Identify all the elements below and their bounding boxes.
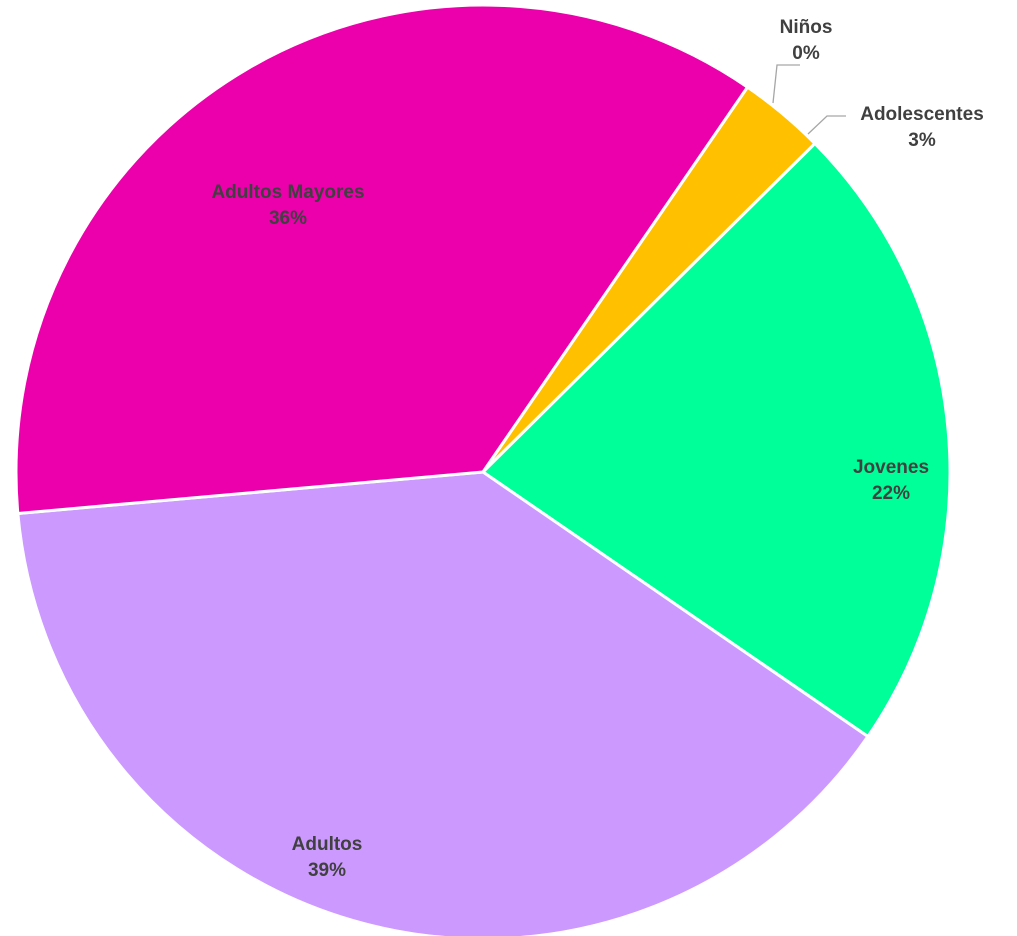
slice-label-adultos: Adultos 39% — [292, 834, 363, 881]
slice-name-adolescentes: Adolescentes — [860, 104, 984, 125]
pie-slices — [14, 3, 952, 936]
slice-label-adultos-mayores: Adultos Mayores 36% — [211, 182, 364, 229]
slice-name-adultos-mayores: Adultos Mayores — [211, 182, 364, 203]
slice-labels: Niños 0% Adolescentes 3% Jovenes 22% Adultos 39… — [211, 17, 983, 881]
slice-percent-jovenes: 22% — [872, 483, 910, 504]
slice-name-ninos: Niños — [780, 17, 833, 38]
slice-jovenes — [480, 141, 952, 739]
leader-lines — [772, 64, 846, 135]
slice-percent-adolescentes: 3% — [908, 130, 936, 151]
leader-line-adolescentes — [807, 115, 846, 135]
slice-percent-adultos-mayores: 36% — [269, 208, 307, 229]
slice-adultos — [16, 470, 870, 936]
slice-label-jovenes: Jovenes 22% — [853, 457, 929, 504]
slice-label-ninos: Niños 0% — [780, 17, 833, 64]
leader-line-ninos — [772, 64, 800, 104]
slice-percent-adultos: 39% — [308, 860, 346, 881]
slice-name-jovenes: Jovenes — [853, 457, 929, 478]
slice-adultos-mayores — [14, 3, 750, 516]
slice-label-adolescentes: Adolescentes 3% — [860, 104, 984, 151]
slice-name-adultos: Adultos — [292, 834, 363, 855]
slice-percent-ninos: 0% — [792, 43, 820, 64]
